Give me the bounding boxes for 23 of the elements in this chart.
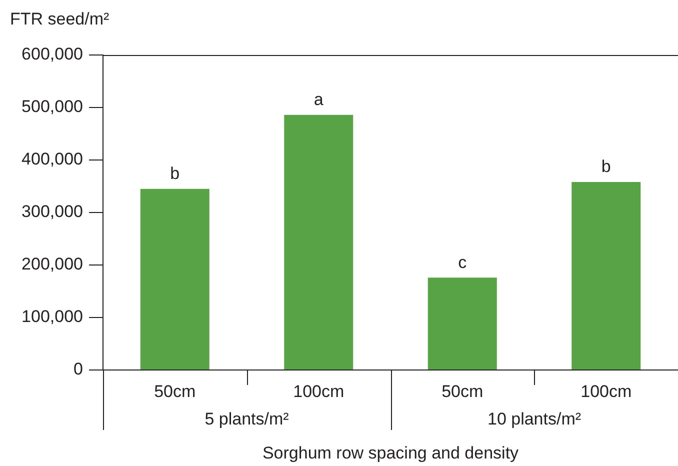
data-label: a [314,90,324,110]
y-tick-label: 0 [74,360,83,379]
bar [572,182,641,370]
text: 5 plants/m² [204,410,290,429]
bar [428,278,497,370]
data-label: b [601,157,611,176]
y-tick-label: 400,000 [22,150,83,169]
y-tick-label: 300,000 [22,202,83,222]
y-tick-label: 100,000 [22,307,83,326]
data-label: c [458,252,468,272]
bar [140,188,210,370]
x-tick-label: 50cm [442,382,484,401]
x-tick-label: 100cm [580,382,632,401]
x-axis-title: Sorghum row spacing and density [262,444,520,463]
y-tick-label: 600,000 [22,44,83,64]
x-tick-label: 50cm [154,382,196,401]
bar [284,114,354,370]
data-label: b [170,164,180,184]
text: 10 plants/m² [487,410,582,429]
y-tick-label: 200,000 [22,254,83,274]
y-axis-title: FTR seed/m² [10,10,110,29]
x-tick-label: 100cm [293,382,344,401]
y-tick-label: 500,000 [22,97,83,116]
